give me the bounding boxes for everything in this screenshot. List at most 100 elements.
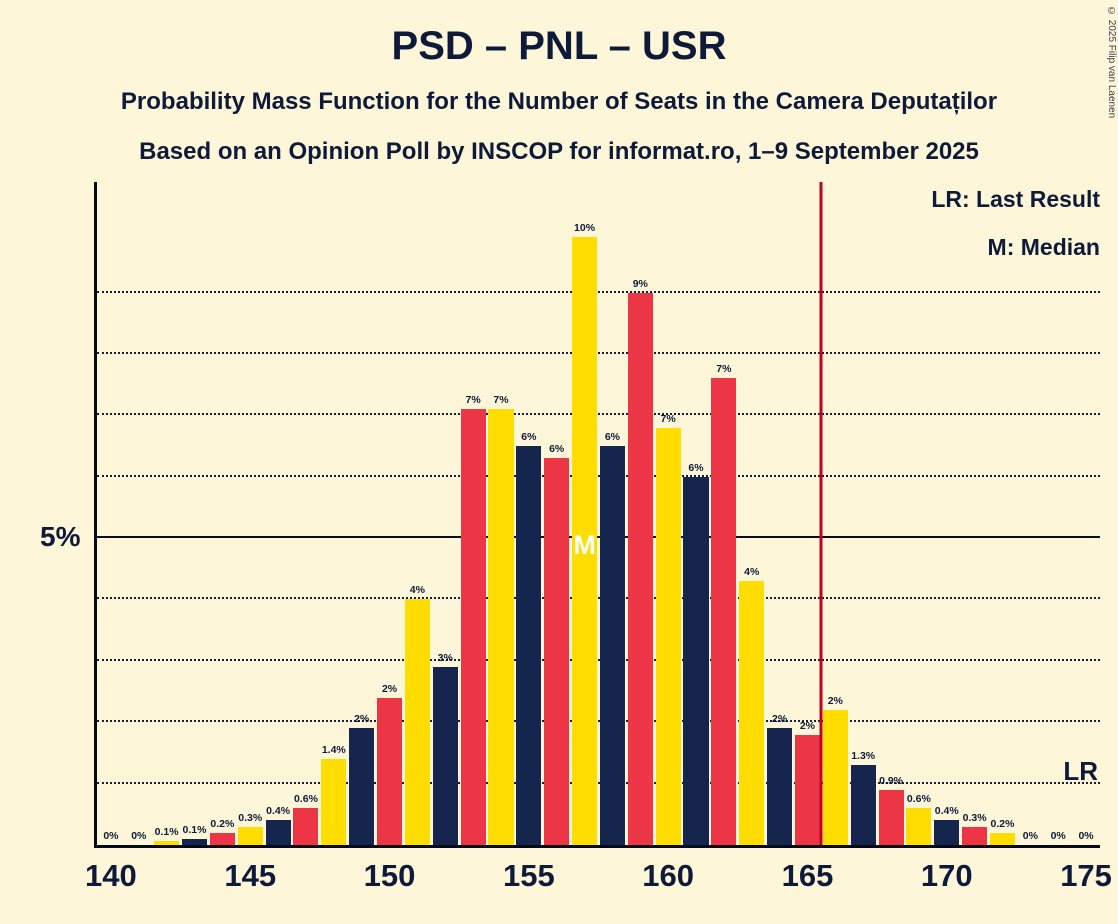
bar-value-label-159: 9% [632, 277, 648, 290]
bar-153 [460, 409, 486, 845]
bar-156 [544, 458, 570, 845]
bar-155 [516, 445, 542, 845]
bar-slot-142: 0.1% [153, 182, 181, 845]
bar-slot-152: 3% [431, 182, 459, 845]
bar-value-label-169: 0.6% [906, 793, 931, 806]
bar-slot-151: 4% [403, 182, 431, 845]
bar-slot-173: 0% [1016, 182, 1044, 845]
bar-slot-165: 2% [794, 182, 822, 845]
bar-slot-158: 6% [599, 182, 627, 845]
median-marker: M [573, 530, 596, 561]
bar-value-label-166: 2% [827, 694, 843, 707]
bar-slot-148: 1.4% [320, 182, 348, 845]
bar-slot-175: 0% [1072, 182, 1100, 845]
bar-value-label-170: 0.4% [934, 805, 959, 818]
bar-slot-159: 9% [626, 182, 654, 845]
bar-value-label-163: 4% [744, 566, 760, 579]
chart-subtitle: Probability Mass Function for the Number… [120, 88, 998, 115]
bar-slot-150: 2% [376, 182, 404, 845]
bar-150 [377, 697, 403, 845]
gridline-7pct [97, 413, 1100, 416]
lr-right-label: LR [1063, 756, 1098, 786]
bar-slot-172: 0.2% [989, 182, 1017, 845]
x-tick-175: 175 [1060, 858, 1112, 893]
bar-slot-160: 7% [654, 182, 682, 845]
bar-slot-143: 0.1% [181, 182, 209, 845]
bar-147 [293, 808, 319, 845]
bar-value-label-160: 7% [660, 412, 676, 425]
x-axis-ticks: 140 145 150 155 160 165 170 175 [85, 858, 1112, 902]
bar-value-label-173: 0% [1022, 830, 1038, 842]
bar-value-label-167: 1.3% [851, 750, 876, 763]
bar-value-label-149: 2% [354, 713, 370, 726]
bar-slot-164: 2% [766, 182, 794, 845]
bar-value-label-155: 6% [521, 430, 537, 443]
bar-slot-145: 0.3% [236, 182, 264, 845]
bar-slot-157: 10% [571, 182, 599, 845]
bar-value-label-148: 1.4% [321, 744, 346, 757]
bar-value-label-146: 0.4% [266, 805, 291, 818]
y-axis-line [94, 182, 97, 845]
bar-slot-163: 4% [738, 182, 766, 845]
gridline-8pct [97, 351, 1100, 354]
bar-value-label-174: 0% [1050, 830, 1066, 842]
bar-value-label-164: 2% [771, 713, 788, 726]
bar-151 [404, 599, 430, 845]
bar-value-label-161: 6% [688, 461, 704, 474]
bar-slot-149: 2% [348, 182, 376, 845]
bar-slot-141: 0% [125, 182, 153, 845]
bar-slot-146: 0.4% [264, 182, 292, 845]
chart-source-line: Based on an Opinion Poll by INSCOP for i… [139, 138, 979, 165]
gridline-9pct [97, 290, 1100, 293]
bar-value-label-162: 7% [716, 363, 732, 376]
bar-value-label-151: 4% [409, 584, 425, 597]
bar-value-label-172: 0.2% [990, 817, 1015, 830]
bar-slot-155: 6% [515, 182, 543, 845]
bar-slot-168: 0.9% [877, 182, 905, 845]
bar-slot-167: 1.3% [849, 182, 877, 845]
bar-slot-154: 7% [487, 182, 515, 845]
bar-slot-174: 0% [1044, 182, 1072, 845]
bar-145 [237, 826, 263, 845]
bar-143 [181, 838, 208, 845]
bar-164 [767, 728, 793, 845]
bar-146 [265, 820, 291, 845]
gridline-1pct [97, 781, 1100, 784]
bar-165 [794, 734, 820, 845]
bar-169 [906, 808, 932, 845]
y-axis-5pct-label: 5% [40, 521, 81, 552]
bar-slot-144: 0.2% [208, 182, 236, 845]
bar-slot-162: 7% [710, 182, 738, 845]
legend-median: M: Median [987, 234, 1100, 260]
bars-layer: 0% 0% 0.1% 0.1% 0.2% 0.3% 0.4% 0.6% 1.4% 2% 2% 4% 3%… [97, 182, 1100, 845]
bar-168 [878, 789, 904, 845]
bar-slot-156: 6% [543, 182, 571, 845]
bar-value-label-147: 0.6% [293, 793, 318, 806]
bar-172 [989, 832, 1015, 845]
bar-142 [154, 840, 180, 845]
bar-value-label-156: 6% [549, 443, 565, 456]
bar-slot-161: 6% [682, 182, 710, 845]
bar-144 [209, 832, 235, 845]
bar-166 [822, 709, 848, 845]
bar-slot-169: 0.6% [905, 182, 933, 845]
bar-148 [321, 759, 347, 845]
bar-170 [934, 820, 960, 845]
bar-slot-171: 0.3% [961, 182, 989, 845]
bar-value-label-157: 10% [574, 222, 596, 235]
gridlines-layer [97, 182, 1100, 845]
bar-159 [627, 292, 653, 845]
bar-160 [655, 427, 681, 845]
x-tick-150: 150 [363, 858, 416, 893]
bar-value-label-145: 0.3% [238, 811, 263, 824]
chart-title: PSD – PNL – USR [391, 24, 727, 68]
bar-value-label-175: 0% [1078, 830, 1094, 842]
gridline-5pct-solid [97, 536, 1100, 539]
bar-154 [488, 409, 514, 845]
bar-slot-147: 0.6% [292, 182, 320, 845]
bar-value-label-165: 2% [799, 719, 816, 732]
bar-158 [599, 445, 625, 845]
bar-163 [739, 581, 765, 845]
bar-value-label-142: 0.1% [154, 825, 179, 838]
